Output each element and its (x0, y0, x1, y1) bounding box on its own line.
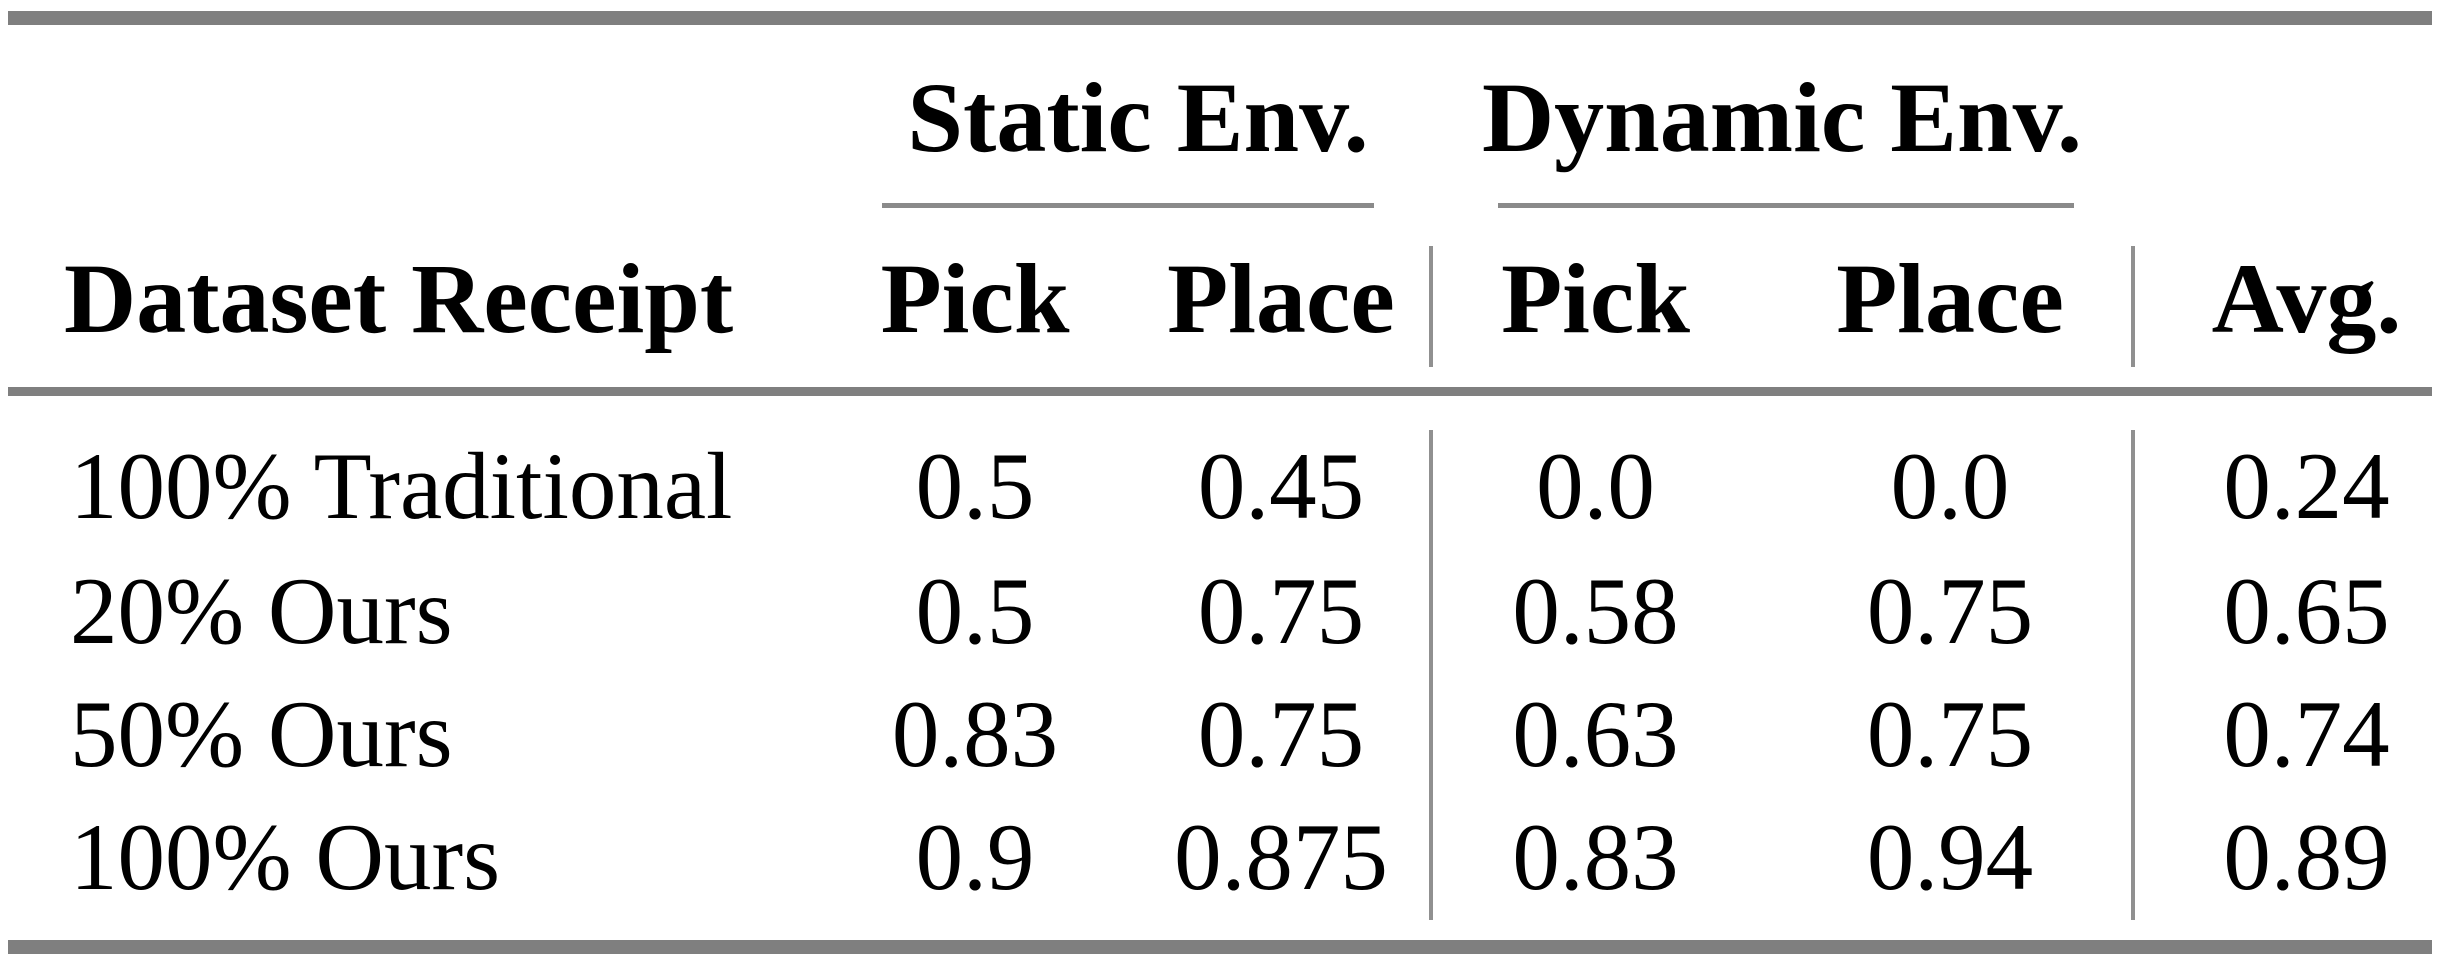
cell-dynamic-place: 0.94 (1866, 804, 2034, 910)
col-header-static-place: Place (1167, 242, 1395, 354)
group-header-spacer (0, 25, 845, 210)
cell-avg: 0.65 (2223, 557, 2390, 664)
bottom-rule (8, 940, 2432, 954)
table-row-100pct-ours: 100% Ours 0.9 0.875 0.83 0.94 0.89 (0, 787, 2440, 928)
mid-rule (8, 387, 2432, 396)
vertical-rule-1-header-segment (1429, 246, 1433, 367)
static-env-underline (882, 203, 1374, 208)
cell-dynamic-place: 0.75 (1866, 557, 2034, 664)
cell-dynamic-place: 0.75 (1866, 680, 2034, 787)
top-rule (8, 11, 2432, 25)
row-label: 100% Traditional (70, 432, 733, 539)
cell-static-pick: 0.5 (915, 432, 1035, 539)
cell-dynamic-pick: 0.63 (1512, 680, 1679, 787)
cell-static-pick: 0.83 (891, 680, 1059, 787)
group-header-static-env: Static Env. (907, 61, 1369, 173)
cell-dynamic-pick: 0.83 (1512, 804, 1679, 910)
row-label: 50% Ours (70, 680, 453, 787)
col-header-dataset-receipt: Dataset Receipt (64, 242, 734, 354)
col-header-dynamic-place: Place (1836, 242, 2064, 354)
dynamic-env-underline (1498, 203, 2074, 208)
row-label: 20% Ours (70, 557, 453, 664)
cell-avg: 0.89 (2223, 804, 2390, 910)
cell-avg: 0.74 (2223, 680, 2390, 787)
group-header-row: Static Env. Dynamic Env. (0, 25, 2440, 210)
cell-dynamic-place: 0.0 (1890, 432, 2010, 539)
col-header-avg: Avg. (2211, 242, 2402, 354)
cell-static-pick: 0.9 (915, 804, 1035, 910)
column-header-row: Dataset Receipt Pick Place Pick Place Av… (0, 210, 2440, 387)
row-label: 100% Ours (70, 804, 501, 910)
table-row-50pct-ours: 50% Ours 0.83 0.75 0.63 0.75 0.74 (0, 663, 2440, 787)
cell-dynamic-pick: 0.0 (1536, 432, 1655, 539)
group-header-dynamic-env: Dynamic Env. (1481, 61, 2083, 173)
cell-static-place: 0.45 (1197, 432, 1365, 539)
cell-static-place: 0.75 (1197, 680, 1365, 787)
vertical-rule-2-header-segment (2131, 246, 2135, 367)
cell-static-place: 0.875 (1174, 804, 1388, 910)
cell-static-pick: 0.5 (915, 557, 1035, 664)
vertical-rule-2-body-segment (2131, 430, 2135, 920)
vertical-rule-1-body-segment (1429, 430, 1433, 920)
col-header-static-pick: Pick (880, 242, 1070, 354)
results-table: Static Env. Dynamic Env. Dataset Receipt… (0, 25, 2440, 928)
table-row-100pct-traditional: 100% Traditional 0.5 0.45 0.0 0.0 0.24 (0, 387, 2440, 539)
group-header-spacer-right (2133, 25, 2440, 210)
cell-dynamic-pick: 0.58 (1512, 557, 1679, 664)
cell-static-place: 0.75 (1197, 557, 1365, 664)
table-row-20pct-ours: 20% Ours 0.5 0.75 0.58 0.75 0.65 (0, 539, 2440, 663)
cell-avg: 0.24 (2223, 432, 2390, 539)
col-header-dynamic-pick: Pick (1501, 242, 1690, 354)
